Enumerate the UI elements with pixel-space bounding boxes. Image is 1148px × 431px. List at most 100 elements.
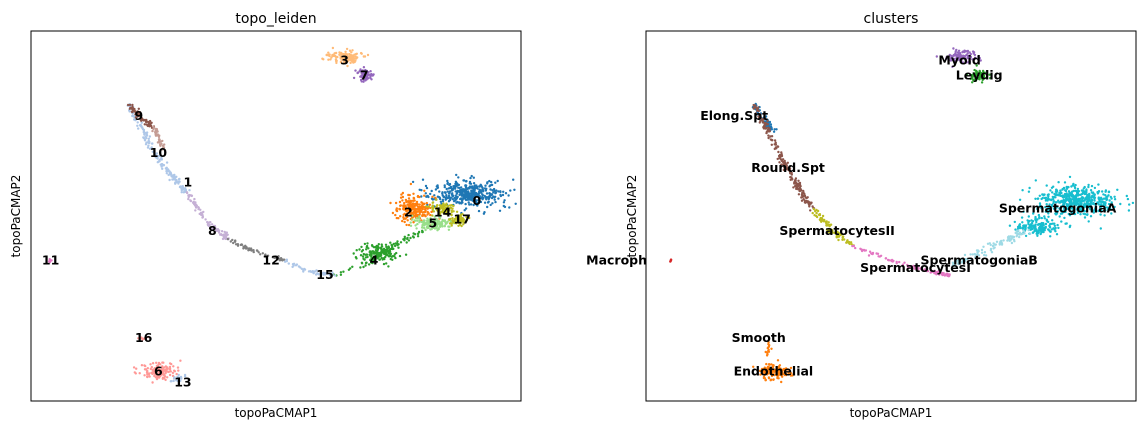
scatter-point (339, 271, 343, 274)
scatter-point (170, 380, 173, 383)
scatter-point (765, 126, 768, 130)
scatter-point (157, 375, 161, 378)
scatter-point (378, 258, 382, 261)
scatter-point (1078, 193, 1082, 197)
scatter-point (465, 215, 468, 219)
scatter-point (194, 205, 197, 208)
scatter-point (1022, 226, 1025, 230)
scatter-point (952, 47, 955, 50)
scatter-point (348, 49, 352, 52)
scatter-point (765, 354, 769, 357)
scatter-point (788, 368, 791, 372)
scatter-point (1082, 212, 1085, 215)
scatter-point (148, 135, 152, 138)
scatter-point (1061, 187, 1064, 191)
scatter-point (446, 204, 450, 208)
scatter-point (773, 128, 776, 131)
scatter-point (292, 262, 296, 265)
scatter-point (136, 124, 139, 128)
scatter-point (184, 187, 187, 190)
scatter-point (462, 179, 465, 182)
scatter-point (455, 210, 459, 213)
scatter-point (1054, 201, 1057, 204)
scatter-point (957, 49, 961, 52)
scatter-point (801, 191, 804, 195)
cluster-label: 8 (208, 223, 217, 238)
scatter-point (157, 160, 161, 163)
cluster-points-spermatocytesii (811, 207, 855, 247)
scatter-point (335, 61, 338, 65)
scatter-point (1055, 206, 1059, 209)
scatter-point (977, 254, 981, 257)
scatter-point (973, 68, 976, 72)
scatter-point (1048, 226, 1052, 229)
scatter-point (494, 200, 497, 204)
scatter-point (153, 148, 156, 151)
scatter-point (329, 58, 332, 61)
scatter-point (380, 256, 383, 260)
scatter-point (133, 371, 136, 374)
scatter-point (334, 58, 338, 61)
scatter-point (411, 218, 414, 221)
scatter-point (471, 191, 475, 194)
scatter-point (365, 72, 368, 75)
scatter-point (502, 190, 505, 193)
scatter-point (958, 54, 961, 58)
scatter-point (669, 258, 673, 261)
scatter-point (415, 217, 418, 220)
scatter-point (461, 192, 464, 196)
scatter-point (968, 51, 971, 54)
scatter-point (382, 252, 386, 255)
axes-frame (645, 30, 1137, 402)
scatter-point (171, 371, 175, 375)
scatter-point (1087, 185, 1090, 189)
scatter-point (951, 58, 954, 62)
scatter-point (493, 198, 496, 201)
scatter-point (389, 241, 392, 244)
scatter-point (1113, 195, 1116, 198)
scatter-point (1064, 197, 1068, 200)
scatter-point (398, 200, 402, 204)
scatter-point (167, 370, 171, 373)
scatter-point (365, 248, 368, 251)
scatter-point (152, 372, 155, 375)
scatter-point (967, 61, 970, 64)
scatter-point (465, 219, 468, 222)
scatter-point (814, 209, 817, 212)
scatter-point (1076, 194, 1080, 197)
scatter-point (1060, 205, 1063, 208)
scatter-point (1023, 230, 1026, 233)
scatter-point (1079, 213, 1082, 216)
scatter-point (151, 150, 154, 153)
scatter-point (469, 203, 473, 206)
scatter-point (354, 256, 358, 259)
scatter-point (1069, 224, 1072, 227)
scatter-point (1023, 232, 1026, 235)
scatter-point (1116, 188, 1119, 191)
scatter-point (1069, 201, 1072, 204)
scatter-point (499, 190, 502, 193)
scatter-point (1010, 241, 1014, 245)
scatter-point (150, 365, 153, 369)
scatter-point (898, 260, 901, 264)
scatter-point (1128, 203, 1131, 206)
scatter-point (958, 261, 961, 265)
scatter-point (363, 258, 366, 261)
scatter-point (164, 378, 167, 382)
scatter-point (1087, 183, 1090, 187)
scatter-point (502, 201, 506, 204)
scatter-point (431, 225, 435, 228)
scatter-point (1067, 190, 1071, 193)
scatter-point (320, 272, 323, 275)
scatter-point (310, 270, 313, 274)
scatter-point (1034, 218, 1037, 221)
scatter-point (418, 215, 421, 218)
scatter-point (780, 151, 783, 154)
scatter-point (423, 194, 426, 197)
scatter-point (767, 363, 771, 366)
scatter-point (1037, 213, 1041, 217)
scatter-point (463, 196, 466, 200)
scatter-point (507, 194, 510, 197)
scatter-point (948, 273, 951, 276)
scatter-point (949, 57, 953, 60)
